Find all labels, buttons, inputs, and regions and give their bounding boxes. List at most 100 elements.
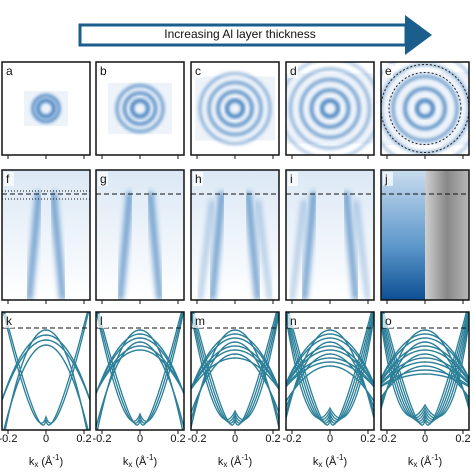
ring [130,98,150,119]
label-bg [98,172,108,186]
label-unit: (Å [38,455,53,468]
band-curve [381,333,469,379]
panel-label: f [6,172,10,186]
label-unit: (Å [417,455,432,468]
label-bg [383,64,393,78]
panel: g [95,169,185,304]
panel-image [381,170,469,300]
bg [381,71,469,146]
deep-band [286,312,374,422]
x-axis-label: kx (Å-1) [408,453,442,469]
panel-image [191,170,279,300]
panel-image [286,62,374,155]
label-sub: x [128,460,132,469]
deep-band [192,312,278,426]
x-tick-label: 0.2 [76,433,91,445]
panel-image [2,312,90,430]
x-axis: -0.2 0 0.2 kx (Å-1) [188,433,281,469]
x-tick-label: 0.2 [360,433,375,445]
ring [225,98,245,119]
panel-image [96,312,184,430]
arrow-label: Increasing Al layer thickness [164,27,315,41]
band [354,199,370,300]
band [147,191,163,300]
deep-band [381,321,469,418]
bg [2,170,90,300]
ring [415,98,435,119]
panel-label: g [100,172,107,186]
x-axis-label: kx (Å-1) [313,453,347,469]
band-curve [96,345,184,394]
label-unit: (Å [132,455,147,468]
dotted-ring [381,64,469,153]
x-tick-label: 0.2 [265,433,280,445]
label-bg [4,64,14,78]
label-close: ) [249,456,253,468]
band [301,191,317,300]
band-curve [4,329,88,430]
panel: a [1,61,91,159]
band [245,191,261,300]
label-sup: -1 [431,453,439,462]
panel-image [286,170,374,300]
deep-band [286,313,374,421]
ring [198,72,272,145]
panel-image [195,72,275,145]
label-close: ) [344,456,348,468]
band-curve [96,333,184,395]
panel: h [190,169,280,304]
band-curve [381,345,469,382]
band-curve [381,353,469,402]
panel-image [191,312,279,428]
x-axis: -0.2 0 0.2 kx (Å-1) [0,433,92,469]
panel-image [96,170,184,300]
ring [122,91,158,126]
panel-label: m [195,314,205,328]
x-tick-label: -0.2 [188,433,207,445]
label-sup: -1 [336,453,344,462]
band-curve [2,339,90,401]
panel-label: d [290,64,297,78]
label-close: ) [60,456,64,468]
x-tick-label: 0 [137,433,143,445]
ring [299,77,361,140]
label-bg [288,314,298,328]
band [50,191,66,300]
panel: b [95,61,185,159]
label-base: k [313,456,319,468]
band-curve [286,365,374,402]
deep-band [381,312,469,422]
x-tick-label: 0.2 [455,433,470,445]
panel-label: l [100,314,103,328]
label-base: k [29,456,35,468]
panel-image [24,90,68,127]
panel-image [2,170,90,300]
panel-image [381,312,469,426]
x-tick-label: -0.2 [378,433,397,445]
label-sup: -1 [52,453,60,462]
band [290,199,306,300]
ring [391,74,459,143]
deep-band [97,312,183,426]
ring [289,67,371,150]
label-bg [98,314,108,328]
label-bg [383,314,393,328]
deep-band [96,312,184,424]
panel-label: b [100,64,107,78]
panel: i [285,169,375,304]
x-axis-label: kx (Å-1) [123,453,157,469]
ring [31,93,61,124]
x-axis: -0.2 0 0.2 kx (Å-1) [378,433,471,469]
deep-band [382,312,468,426]
ring [36,98,56,119]
label-bg [288,64,298,78]
deep-band [96,312,184,422]
panel: f [1,169,91,304]
label-bg [4,172,14,186]
panels: a b c d ef g h i jk l m n o-0.2 0 0.2kx (Å-1)-0.2 0 0.2k… [0,61,471,469]
band [209,191,225,300]
panel-label: o [385,314,392,328]
panel-image [286,312,374,426]
panel: o [380,311,470,434]
label-bg [383,172,393,186]
